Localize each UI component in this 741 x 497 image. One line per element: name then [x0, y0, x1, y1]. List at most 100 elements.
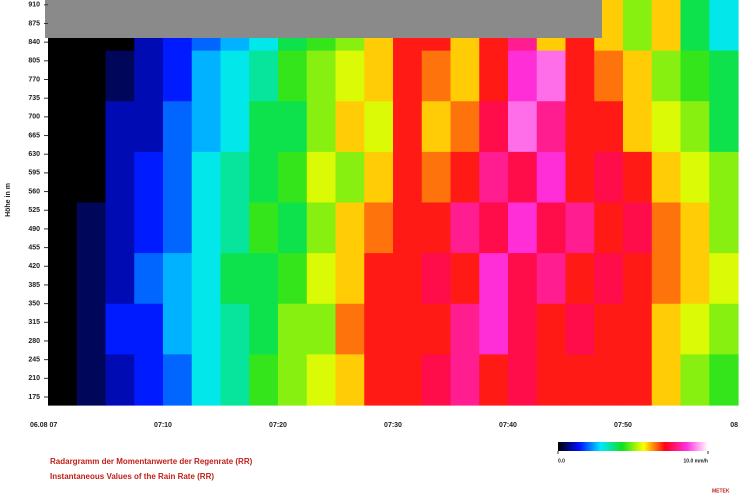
cell: [393, 202, 423, 254]
cell: [191, 354, 222, 406]
cell: [450, 253, 480, 305]
y-tick-label: 840: [28, 39, 40, 46]
cell: [105, 354, 135, 406]
logo: METEK: [712, 488, 730, 494]
cell: [565, 202, 595, 254]
y-tick-label: 700: [28, 114, 40, 121]
cell: [680, 202, 710, 254]
cell: [306, 303, 337, 355]
cell: [623, 303, 653, 355]
cell: [48, 101, 78, 153]
cell: [508, 354, 538, 406]
cell: [508, 101, 538, 153]
cell: [479, 253, 509, 305]
cell: [680, 151, 710, 204]
y-tick-label: 525: [28, 207, 40, 214]
x-tick-label: 08: [730, 422, 738, 429]
cell: [536, 151, 567, 204]
cell: [594, 253, 624, 305]
cell: [421, 354, 452, 406]
cell: [594, 202, 624, 254]
cell: [479, 50, 509, 102]
cell: [623, 151, 653, 204]
cell: [536, 101, 567, 153]
cell: [536, 253, 567, 305]
cell: [680, 253, 710, 305]
cell: [594, 354, 624, 406]
subtitle: Instantaneous Values of the Rain Rate (R…: [50, 472, 214, 481]
cell: [594, 151, 624, 204]
x-tick-label: 07:10: [154, 422, 172, 429]
cell: [651, 202, 682, 254]
cell: [536, 303, 567, 355]
y-tick-label: 175: [28, 394, 40, 401]
cell: [105, 151, 135, 204]
title: Radargramm der Momentanwerte der Regenra…: [50, 457, 253, 466]
cell: [306, 101, 337, 153]
cell: [335, 202, 365, 254]
cell: [48, 253, 78, 305]
cell: [594, 101, 624, 153]
cell: [680, 101, 710, 153]
cell: [278, 101, 308, 153]
cell: [76, 253, 107, 305]
cell: [249, 50, 279, 102]
cell: [134, 354, 164, 406]
cell: [249, 354, 279, 406]
y-tick-label: 385: [28, 282, 40, 289]
cell: [278, 303, 308, 355]
cell: [364, 151, 394, 204]
cell: [393, 50, 423, 102]
cell: [421, 253, 452, 305]
cell: [421, 303, 452, 355]
y-tick-label: 420: [28, 263, 40, 270]
cell: [651, 0, 682, 52]
cell: [565, 253, 595, 305]
y-axis-label: Höhe in m: [5, 183, 12, 217]
cell: [134, 253, 164, 305]
cell: [393, 151, 423, 204]
cell: [450, 202, 480, 254]
cell: [335, 303, 365, 355]
cell: [450, 354, 480, 406]
cell: [364, 101, 394, 153]
x-tick-label: 07:40: [499, 422, 517, 429]
cell: [134, 151, 164, 204]
cell: [191, 303, 222, 355]
cell: [651, 151, 682, 204]
y-tick-label: 280: [28, 338, 40, 345]
cell: [709, 303, 739, 355]
y-tick-label: 875: [28, 20, 40, 27]
cell: [163, 202, 193, 254]
cell: [450, 101, 480, 153]
heatmap: [48, 0, 739, 406]
cell: [278, 354, 308, 406]
cell: [623, 50, 653, 102]
cell: [134, 50, 164, 102]
cell: [220, 354, 250, 406]
cell: [508, 202, 538, 254]
cell: [421, 151, 452, 204]
y-tick-label: 735: [28, 95, 40, 102]
cell: [709, 101, 739, 153]
cell: [651, 50, 682, 102]
cell: [393, 253, 423, 305]
cell: [335, 354, 365, 406]
cell: [306, 354, 337, 406]
y-tick-label: 455: [28, 244, 40, 251]
cell: [364, 253, 394, 305]
x-tick-label: 07:30: [384, 422, 402, 429]
cell: [306, 202, 337, 254]
cell: [421, 101, 452, 153]
cell: [48, 354, 78, 406]
cell: [134, 101, 164, 153]
cell: [393, 354, 423, 406]
cell: [508, 303, 538, 355]
cell: [249, 151, 279, 204]
cell: [680, 303, 710, 355]
cell: [565, 101, 595, 153]
x-tick-label: 06.08 07: [30, 422, 57, 429]
cell: [623, 354, 653, 406]
cell: [364, 202, 394, 254]
